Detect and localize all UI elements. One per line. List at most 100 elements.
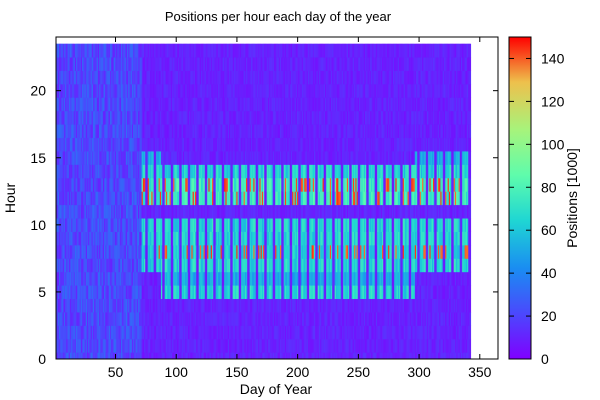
heatmap-cell	[156, 43, 158, 58]
heatmap-cell	[179, 124, 181, 139]
heatmap-cell	[192, 312, 195, 326]
heatmap-cell	[235, 83, 237, 98]
heatmap-cell	[208, 218, 210, 232]
heatmap-cell	[122, 124, 124, 139]
heatmap-cell	[106, 97, 108, 112]
heatmap-cell	[182, 70, 185, 85]
heatmap-cell	[110, 204, 112, 219]
heatmap-cell	[74, 218, 77, 232]
heatmap-cell	[168, 298, 170, 313]
heatmap-cell	[168, 271, 170, 286]
heatmap-cell	[105, 312, 107, 326]
heatmap-cell	[61, 271, 64, 286]
heatmap-cell	[135, 57, 138, 71]
heatmap-cell	[221, 338, 224, 353]
heatmap-cell	[124, 191, 127, 206]
heatmap-cell	[215, 285, 218, 300]
heatmap-cell	[196, 312, 198, 326]
heatmap-cell	[56, 244, 59, 259]
heatmap-cell	[161, 312, 163, 326]
heatmap-cell	[169, 325, 172, 340]
heatmap-cell	[93, 137, 95, 152]
heatmap-cell	[167, 325, 169, 340]
heatmap-cell	[88, 83, 90, 98]
heatmap-cell	[237, 70, 240, 85]
heatmap-cell	[235, 43, 237, 58]
heatmap-cell	[131, 177, 134, 192]
heatmap-cell	[153, 97, 156, 112]
heatmap-cell	[243, 338, 246, 353]
heatmap-cell	[131, 164, 134, 179]
heatmap-cell	[161, 57, 163, 71]
heatmap-cell	[190, 110, 192, 125]
heatmap-cell	[105, 57, 107, 71]
heatmap-cell	[97, 83, 100, 98]
heatmap-cell	[205, 271, 208, 286]
heatmap-cell	[243, 231, 246, 246]
heatmap-cell	[56, 57, 59, 71]
heatmap-cell	[224, 298, 226, 313]
heatmap-cell	[94, 43, 96, 58]
heatmap-cell	[162, 124, 164, 139]
heatmap-cell	[158, 258, 161, 273]
heatmap-cell	[114, 191, 117, 206]
heatmap-cell	[137, 231, 140, 246]
heatmap-cell	[158, 285, 161, 300]
heatmap-cell	[214, 218, 217, 232]
heatmap-cell	[57, 191, 60, 206]
heatmap-cell	[150, 204, 152, 219]
heatmap-cell	[203, 352, 206, 359]
heatmap-cell	[105, 352, 107, 359]
heatmap-cell	[237, 298, 240, 313]
heatmap-cell	[85, 110, 88, 125]
heatmap-cell	[225, 312, 227, 326]
heatmap-cell	[233, 285, 236, 300]
heatmap-cell	[174, 271, 176, 286]
heatmap-cell	[253, 191, 255, 206]
heatmap-cell	[204, 151, 207, 165]
heatmap-cell	[68, 70, 71, 85]
heatmap-cell	[218, 271, 220, 286]
heatmap-cell	[67, 57, 70, 71]
heatmap-cell	[162, 151, 164, 165]
heatmap-cell	[139, 338, 141, 353]
heatmap-cell	[226, 285, 229, 300]
heatmap-cell	[151, 137, 153, 152]
heatmap-cell	[65, 244, 67, 259]
heatmap-cell	[62, 258, 65, 273]
heatmap-cell	[100, 191, 102, 206]
heatmap-cell	[169, 271, 172, 286]
heatmap-cell	[162, 164, 164, 179]
heatmap-cell	[186, 204, 189, 219]
heatmap-cell	[108, 325, 111, 340]
heatmap-cell	[146, 124, 149, 139]
heatmap-cell	[182, 312, 185, 326]
heatmap-cell	[141, 97, 144, 112]
heatmap-cell	[175, 164, 178, 179]
heatmap-cell	[218, 124, 220, 139]
heatmap-cell	[181, 244, 184, 259]
heatmap-cell	[215, 191, 218, 206]
heatmap-cell	[103, 258, 106, 273]
heatmap-cell	[157, 110, 159, 125]
heatmap-cell	[215, 57, 218, 71]
heatmap-cell	[127, 298, 129, 313]
heatmap-cell	[249, 244, 252, 259]
heatmap-cell	[93, 191, 95, 206]
heatmap-cell	[195, 218, 197, 232]
heatmap-cell	[226, 83, 229, 98]
heatmap-cell	[130, 338, 133, 353]
heatmap-cell	[195, 352, 197, 359]
heatmap-cell	[142, 338, 145, 353]
heatmap-cell	[82, 177, 84, 192]
heatmap-cell	[120, 137, 123, 152]
heatmap-cell	[159, 110, 162, 125]
heatmap-cell	[243, 285, 246, 300]
heatmap-cell	[241, 231, 243, 246]
heatmap-cell	[215, 258, 218, 273]
heatmap-cell	[128, 97, 130, 112]
heatmap-cell	[198, 177, 201, 192]
heatmap-cell	[242, 97, 244, 112]
heatmap-cell	[218, 177, 220, 192]
heatmap-cell	[102, 57, 105, 71]
